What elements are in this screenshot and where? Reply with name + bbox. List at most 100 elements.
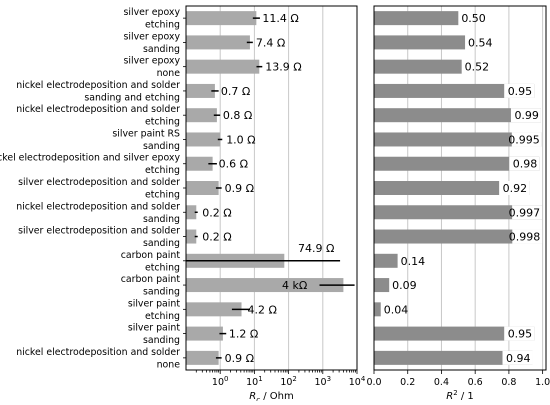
- left-bar: [186, 11, 257, 26]
- left-bar-value-label: 0.8 Ω: [223, 109, 252, 122]
- right-bar-value-label: 0.995: [508, 133, 540, 146]
- category-label: silver paint RS: [112, 128, 180, 139]
- right-x-tick-label: 0.2: [400, 377, 415, 388]
- left-bar: [186, 229, 197, 244]
- right-bar-value-label: 0.997: [509, 206, 541, 219]
- right-bar-value-label: 0.14: [401, 255, 426, 268]
- category-label: etching: [145, 117, 180, 128]
- right-bar-value-label: 0.95: [508, 85, 533, 98]
- category-label: nickel electrodeposition and solder: [16, 347, 180, 358]
- category-label: carbon paint: [121, 250, 181, 261]
- right-bar-value-label: 0.998: [509, 231, 541, 244]
- right-bar: [374, 326, 535, 341]
- category-label: sanding and etching: [84, 92, 180, 103]
- right-x-tick-label: 0.6: [468, 377, 483, 388]
- category-label: sanding: [143, 214, 180, 225]
- left-bar-value-label: 0.9 Ω: [225, 182, 254, 195]
- category-label: nickel electrodeposition and silver epox…: [0, 153, 180, 164]
- right-bar: [374, 83, 535, 98]
- right-bar: [374, 35, 466, 50]
- left-x-tick-label: 103: [315, 375, 332, 388]
- left-bar: [186, 108, 217, 123]
- category-label: none: [157, 68, 181, 79]
- left-bar-value-label: 0.2 Ω: [202, 231, 231, 244]
- left-bar-value-label: 13.9 Ω: [265, 61, 301, 74]
- left-bar-value-label: 4.2 Ω: [248, 303, 277, 316]
- right-bar-value-label: 0.99: [514, 109, 539, 122]
- left-bar: [186, 205, 197, 220]
- left-bar-value-label: 0.9 Ω: [225, 352, 254, 365]
- right-bar-label-bg: [509, 156, 540, 171]
- left-bar-value-label: 0.6 Ω: [219, 158, 248, 171]
- left-bar-value-label: 74.9 Ω: [298, 242, 334, 255]
- left-x-tick-label: 102: [280, 375, 297, 388]
- right-bar-value-label: 0.50: [461, 12, 486, 25]
- left-bar: [186, 83, 215, 98]
- right-x-axis-label: R2 / 1: [446, 389, 474, 401]
- right-bar-label-bg: [504, 326, 535, 341]
- right-bar-value-label: 0.52: [465, 61, 490, 74]
- category-label: etching: [145, 165, 180, 176]
- category-label: sanding: [143, 238, 180, 249]
- left-bar-value-label: 7.4 Ω: [256, 36, 285, 49]
- right-x-tick-label: 0.4: [434, 377, 449, 388]
- right-bar-label-bg: [512, 229, 543, 244]
- left-bar: [186, 181, 219, 195]
- right-bar-label-bg: [499, 181, 530, 195]
- right-x-tick-label: 1.0: [535, 377, 550, 388]
- category-label: nickel electrodeposition and solder: [16, 80, 180, 91]
- right-bar: [374, 59, 462, 74]
- left-bar: [186, 350, 219, 365]
- left-bar: [186, 132, 221, 147]
- left-x-axis-label: Rc / Ohm: [249, 391, 294, 401]
- right-bar: [374, 181, 530, 195]
- right-bar: [374, 11, 459, 26]
- category-label: carbon paint: [121, 274, 181, 285]
- category-label: silver epoxy: [123, 56, 180, 67]
- category-label: sanding: [143, 287, 180, 298]
- right-bar-label-bg: [502, 350, 533, 365]
- right-bar-label-bg: [511, 132, 542, 147]
- right-bar-label-bg: [510, 108, 541, 123]
- left-x-tick-label: 104: [349, 375, 366, 388]
- right-bar: [374, 350, 533, 365]
- left-bar-value-label: 11.4 Ω: [262, 12, 298, 25]
- right-x-tick-label: 0.0: [366, 377, 381, 388]
- right-bar: [374, 278, 390, 293]
- category-label: silver epoxy: [123, 31, 180, 42]
- right-x-tick-label: 0.8: [501, 377, 516, 388]
- category-label: etching: [145, 190, 180, 201]
- left-bar-value-label: 1.0 Ω: [226, 133, 255, 146]
- right-bar-value-label: 0.95: [508, 328, 533, 341]
- left-bar-value-label: 4 kΩ: [282, 279, 307, 292]
- right-bar: [374, 253, 398, 268]
- category-label: sanding: [143, 335, 180, 346]
- right-bar-value-label: 0.04: [384, 303, 409, 316]
- left-bar: [186, 302, 242, 317]
- right-plot-frame: [373, 5, 547, 371]
- right-bar: [374, 108, 541, 123]
- right-bar: [374, 156, 540, 171]
- left-bar-value-label: 0.2 Ω: [202, 206, 231, 219]
- right-bar-label-bg: [512, 205, 543, 220]
- category-label: none: [157, 359, 181, 370]
- category-label: sanding: [143, 141, 180, 152]
- right-bar-value-label: 0.98: [513, 158, 538, 171]
- right-bar: [374, 205, 543, 220]
- right-bar: [374, 132, 542, 147]
- category-label: silver electrodeposition and solder: [18, 177, 180, 188]
- right-bar-value-label: 0.09: [392, 279, 417, 292]
- left-bar: [186, 278, 344, 293]
- category-label: nickel electrodeposition and solder: [16, 104, 180, 115]
- left-bar: [186, 59, 260, 74]
- right-bar-value-label: 0.94: [506, 352, 531, 365]
- category-label: silver paint: [128, 298, 180, 309]
- left-bar-value-label: 1.2 Ω: [229, 328, 258, 341]
- category-label: etching: [145, 311, 180, 322]
- category-label: silver paint: [128, 323, 180, 334]
- right-bar-label-bg: [504, 83, 535, 98]
- left-bar: [186, 326, 223, 341]
- left-x-tick-label: 100: [212, 375, 229, 388]
